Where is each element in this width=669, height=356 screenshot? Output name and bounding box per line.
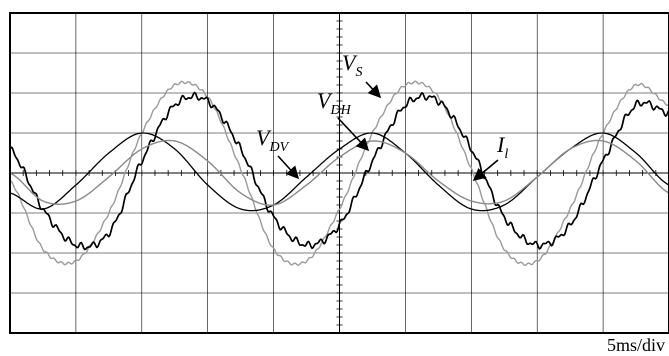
arrow-v-dv [277,155,300,180]
plot-frame [9,12,669,334]
trace-i-l [9,139,669,206]
arrow-v-dh [337,117,370,152]
arrow-v-s [365,81,382,99]
timebase-label: 5ms/div [607,335,665,355]
graticule [10,13,669,333]
trace-v-dh [9,91,669,251]
trace-v-s [9,80,669,267]
arrow-i-l [472,159,499,182]
traces [9,80,669,267]
